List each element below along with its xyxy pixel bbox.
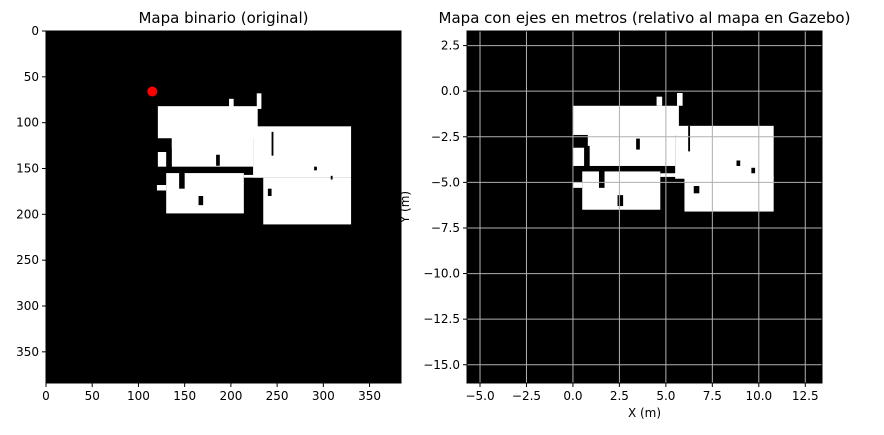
metric-map-subplot: −5.0 −2.5 0.0 2.5 5.0 7.5 10.0 12.5 −15.0−12.5−… <box>398 9 850 420</box>
y-tick-label: 0.0 <box>441 84 460 98</box>
free-space-region <box>253 126 352 178</box>
x-tick-label: 10.0 <box>745 389 772 403</box>
y-tick-label: −12.5 <box>423 312 460 326</box>
obstacle <box>271 131 274 156</box>
x-tick-label: 7.5 <box>703 389 722 403</box>
free-space-region <box>156 185 167 191</box>
x-tick-label: 350 <box>358 389 381 403</box>
free-space-region <box>263 177 352 225</box>
y-tick-label: −5.0 <box>431 175 460 189</box>
x-tick-label: 0 <box>42 389 50 403</box>
y-tick-label: −10.0 <box>423 267 460 281</box>
free-space-region <box>166 173 244 214</box>
obstacle <box>636 138 640 150</box>
binary-map-markers <box>147 86 158 97</box>
metric-map-x-ticks: −5.0 −2.5 0.0 2.5 5.0 7.5 10.0 12.5 <box>465 383 819 403</box>
free-space-region <box>572 105 679 135</box>
y-tick-label: 100 <box>16 116 39 130</box>
obstacle <box>179 170 185 189</box>
x-tick-label: 12.5 <box>792 389 819 403</box>
free-space-region <box>656 96 663 106</box>
binary-map-x-ticks: 0 50 100 150 200 250 300 350 <box>42 383 381 403</box>
binary-map-subplot: 0 50 100 150 200 250 300 350 0 50 100 150 200 250 300… <box>16 9 402 403</box>
free-space-region <box>660 173 685 177</box>
x-tick-label: −2.5 <box>512 389 541 403</box>
metric-map-y-ticks: −15.0 −12.5 −10.0 −7.5 −5.0 −2.5 0.0 2.5 <box>423 39 467 372</box>
y-tick-label: 350 <box>16 345 39 359</box>
free-space-region <box>677 93 683 106</box>
free-space-region <box>243 174 264 178</box>
free-space-region <box>572 147 586 166</box>
y-tick-label: 0 <box>31 24 39 38</box>
x-tick-label: 200 <box>219 389 242 403</box>
metric-map-frame <box>466 30 823 384</box>
obstacle <box>598 169 605 188</box>
y-tick-label: −2.5 <box>431 130 460 144</box>
x-tick-label: −5.0 <box>465 389 494 403</box>
y-tick-label: 2.5 <box>441 39 460 53</box>
free-space-region <box>229 98 234 110</box>
obstacle <box>314 166 317 171</box>
x-tick-label: 300 <box>312 389 335 403</box>
obstacle <box>330 175 333 180</box>
metric-map-title: Mapa con ejes en metros (relativo al map… <box>439 9 851 27</box>
obstacle <box>751 167 756 174</box>
free-space-region <box>171 131 254 167</box>
x-tick-label: 250 <box>266 389 289 403</box>
y-tick-label: 300 <box>16 299 39 313</box>
obstacle <box>736 160 741 166</box>
metric-map-grid <box>467 31 822 383</box>
y-tick-label: −15.0 <box>423 358 460 372</box>
binary-map-title: Mapa binario (original) <box>138 9 308 27</box>
obstacle <box>584 145 590 170</box>
x-tick-label: 100 <box>127 389 150 403</box>
y-tick-label: 150 <box>16 162 39 176</box>
metric-map-obstacles <box>584 125 756 207</box>
binary-map-frame <box>45 30 402 384</box>
metric-map-x-axis-label: X (m) <box>628 406 661 420</box>
obstacle <box>688 125 691 152</box>
x-tick-label: 5.0 <box>656 389 675 403</box>
robot-position-marker <box>147 86 158 97</box>
obstacle <box>216 154 220 166</box>
obstacle <box>693 186 700 194</box>
y-tick-label: 250 <box>16 253 39 267</box>
obstacle <box>198 196 204 206</box>
binary-map-obstacles <box>166 131 333 206</box>
obstacle <box>267 188 272 196</box>
y-tick-label: 50 <box>24 70 39 84</box>
free-space-region <box>256 93 262 109</box>
x-tick-label: 150 <box>173 389 196 403</box>
x-tick-label: 50 <box>85 389 100 403</box>
x-tick-label: 0.0 <box>563 389 582 403</box>
obstacle <box>166 148 172 171</box>
y-tick-label: 200 <box>16 207 39 221</box>
metric-map-y-axis-label: Y (m) <box>398 191 412 224</box>
x-tick-label: 2.5 <box>610 389 629 403</box>
free-space-region <box>675 125 774 179</box>
free-space-region <box>157 152 169 167</box>
binary-map-y-ticks: 0 50 100 150 200 250 300 350 <box>16 24 46 359</box>
free-space-region <box>572 182 583 188</box>
obstacle <box>617 195 624 207</box>
y-tick-label: −7.5 <box>431 221 460 235</box>
